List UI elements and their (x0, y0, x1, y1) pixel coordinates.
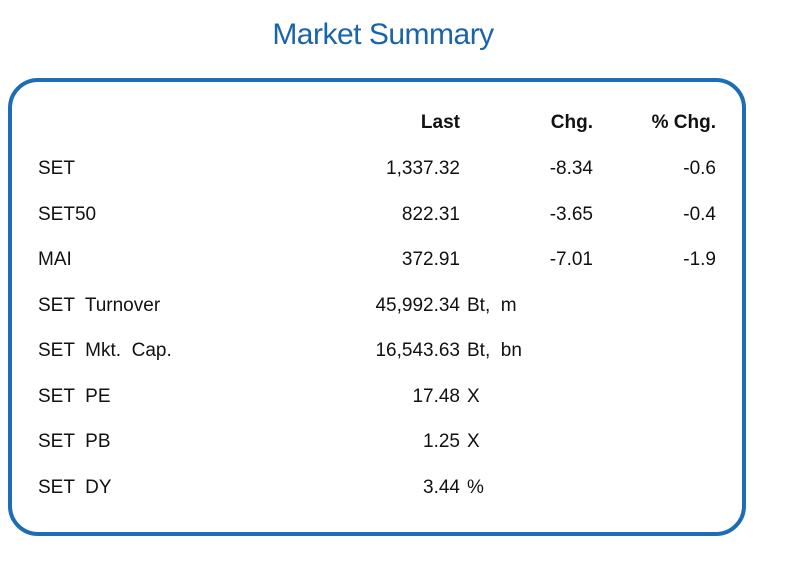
table-row: SET DY 3.44 % (0, 477, 786, 501)
row-name: MAI (38, 249, 72, 270)
row-name: SET (38, 158, 75, 179)
header-pct-chg: % Chg. (651, 112, 716, 133)
row-chg: -7.01 (549, 249, 593, 270)
table-row: SET PB 1.25 X (0, 431, 786, 455)
row-name: SET50 (38, 204, 97, 225)
market-summary-panel (8, 78, 746, 536)
row-unit: % (467, 477, 484, 498)
row-last: 16,543.63 (375, 340, 460, 361)
header-chg: Chg. (550, 112, 593, 133)
table-row: SET PE 17.48 X (0, 386, 786, 410)
row-name: SET PB (38, 431, 111, 452)
table-row: MAI 372.91 -7.01 -1.9 (0, 249, 786, 273)
row-chg: -8.34 (549, 158, 593, 179)
row-last: 17.48 (412, 386, 460, 407)
header-last: Last (420, 112, 460, 133)
table-row: SET 1,337.32 -8.34 -0.6 (0, 158, 786, 182)
row-unit: Bt, m (467, 295, 517, 316)
row-name: SET Mkt. Cap. (38, 340, 172, 361)
table-row: SET50 822.31 -3.65 -0.4 (0, 204, 786, 228)
page-title: Market Summary (272, 18, 494, 51)
row-last: 1,337.32 (386, 158, 460, 179)
row-pct-chg: -0.6 (683, 158, 716, 179)
row-unit: X (467, 431, 480, 452)
row-last: 372.91 (401, 249, 460, 270)
row-unit: Bt, bn (467, 340, 522, 361)
table-header: Last Chg. % Chg. (0, 112, 786, 136)
row-name: SET PE (38, 386, 111, 407)
row-pct-chg: -1.9 (683, 249, 716, 270)
row-last: 3.44 (423, 477, 460, 498)
table-row: SET Turnover 45,992.34 Bt, m (0, 295, 786, 319)
row-unit: X (467, 386, 480, 407)
row-pct-chg: -0.4 (683, 204, 716, 225)
row-last: 1.25 (423, 431, 460, 452)
table-row: SET Mkt. Cap. 16,543.63 Bt, bn (0, 340, 786, 364)
row-last: 822.31 (401, 204, 460, 225)
row-last: 45,992.34 (375, 295, 460, 316)
row-name: SET DY (38, 477, 112, 498)
row-name: SET Turnover (38, 295, 161, 316)
row-chg: -3.65 (549, 204, 593, 225)
